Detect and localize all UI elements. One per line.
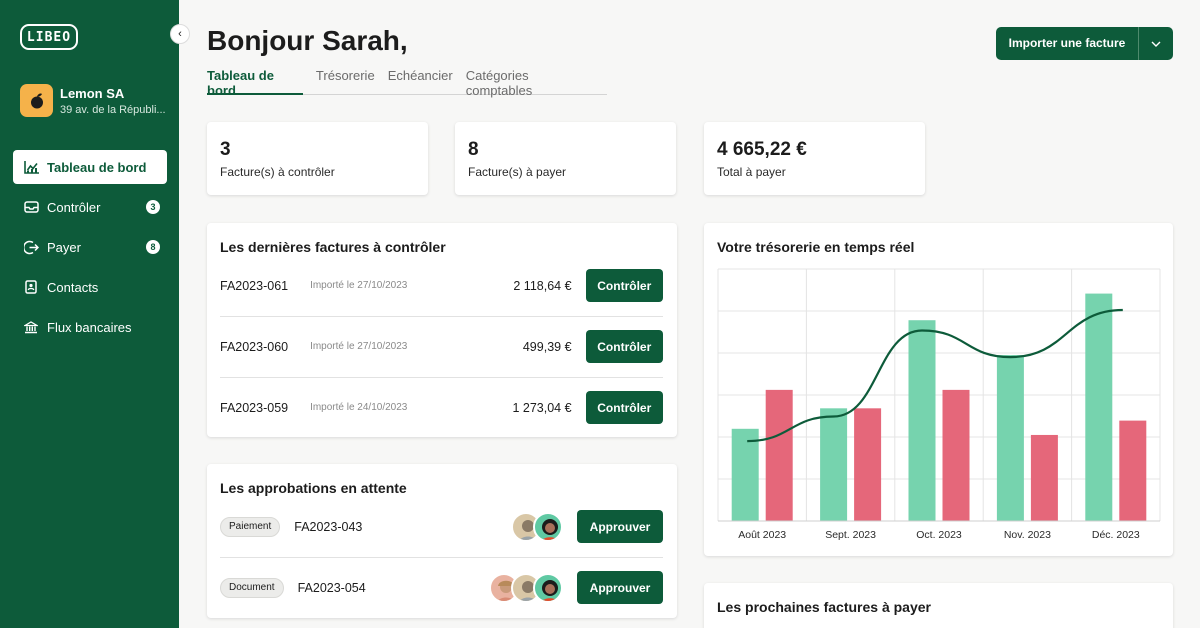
sidebar-item-label: Tableau de bord [47, 159, 147, 175]
tab-categories-comptables[interactable]: Catégories comptables [465, 68, 533, 98]
invoice-import-date: Importé le 27/10/2023 [310, 341, 408, 352]
tab-tableau-de-bord[interactable]: Tableau de bord [207, 68, 303, 98]
page-title: Bonjour Sarah, [207, 25, 408, 56]
chart-bar [854, 408, 882, 521]
sidebar-item-flux-bancaires[interactable]: Flux bancaires [13, 310, 167, 344]
invoice-row: FA2023-060 Importé le 27/10/2023 499,39 … [220, 316, 663, 377]
card-title: Les dernières factures à contrôler [220, 239, 446, 255]
contact-book-icon [23, 279, 39, 295]
sidebar-nav: Tableau de bord Contrôler 3 Payer 8 Cont… [13, 150, 167, 350]
chevron-left-icon: ‹ [178, 28, 182, 40]
approve-button[interactable]: Approuver [577, 571, 663, 604]
sidebar-item-tableau-de-bord[interactable]: Tableau de bord [13, 150, 167, 184]
sidebar-item-label: Contacts [47, 279, 99, 295]
company-address: 39 av. de la Républi... [60, 103, 166, 116]
treasury-chart[interactable]: Août 2023 Sept. 2023 Oct. 2023 Nov. 2023 Déc… [704, 223, 1173, 556]
card-title: Votre trésorerie en temps réel [717, 239, 915, 255]
chart-bar [731, 428, 759, 521]
sidebar-item-contacts[interactable]: Contacts [13, 270, 167, 304]
stat-label: Total à payer [717, 165, 786, 179]
invoice-import-date: Importé le 27/10/2023 [310, 280, 408, 291]
sidebar-item-label: Contrôler [47, 199, 101, 215]
pending-approvals-card: Les approbations en attente Paiement FA2… [207, 464, 677, 618]
invoice-amount: 1 273,04 € [512, 400, 572, 415]
stat-value: 4 665,22 € [717, 139, 807, 160]
dashboard-tabs: Tableau de bord Trésorerie Echéancier Ca… [207, 68, 607, 98]
x-tick-label: Sept. 2023 [825, 529, 876, 541]
x-tick-label: Oct. 2023 [916, 529, 962, 541]
invoice-number[interactable]: FA2023-061 [220, 278, 289, 293]
x-tick-label: Nov. 2023 [1004, 529, 1051, 541]
lemon-icon [20, 84, 53, 117]
avatar [533, 511, 563, 542]
stat-label: Facture(s) à payer [468, 165, 567, 179]
sidebar-item-label: Payer [47, 239, 81, 255]
approve-button[interactable]: Approuver [577, 510, 663, 543]
chart-bar [996, 355, 1024, 521]
chevron-down-icon[interactable] [1139, 41, 1173, 47]
approvers-avatars [511, 511, 563, 542]
upcoming-invoices-card: Les prochaines factures à payer [704, 583, 1173, 628]
chart-bar [765, 389, 793, 521]
card-title: Les prochaines factures à payer [717, 599, 931, 615]
chart-bar [1085, 293, 1113, 521]
stat-value: 8 [468, 139, 479, 160]
document-type-tag: Document [220, 577, 284, 598]
sidebar: LIBEO Lemon SA 39 av. de la Républi... T… [0, 0, 179, 628]
treasury-trend-line [747, 308, 1123, 443]
x-tick-label: Août 2023 [738, 529, 786, 541]
exit-arrow-icon [23, 239, 39, 255]
libeo-logo[interactable]: LIBEO [20, 24, 78, 50]
control-button[interactable]: Contrôler [585, 391, 663, 424]
import-invoice-label[interactable]: Importer une facture [996, 27, 1139, 60]
approval-row: Document FA2023-054 Approuver [220, 557, 663, 618]
invoice-row: FA2023-061 Importé le 27/10/2023 2 118,6… [220, 255, 663, 316]
stat-card-invoices-to-check[interactable]: 3 Facture(s) à contrôler [207, 122, 428, 195]
tab-echeancier[interactable]: Echéancier [387, 68, 453, 83]
count-badge: 8 [146, 240, 160, 254]
row-divider [220, 557, 663, 558]
card-title: Les approbations en attente [220, 480, 407, 496]
count-badge: 3 [146, 200, 160, 214]
invoice-row: FA2023-059 Importé le 24/10/2023 1 273,0… [220, 377, 663, 438]
invoice-number[interactable]: FA2023-054 [297, 580, 366, 595]
sidebar-item-controler[interactable]: Contrôler 3 [13, 190, 167, 224]
avatar [533, 572, 563, 603]
sidebar-item-label: Flux bancaires [47, 319, 132, 335]
collapse-sidebar-button[interactable]: ‹ [170, 24, 190, 44]
invoices-to-check-card: Les dernières factures à contrôler FA202… [207, 223, 677, 437]
control-button[interactable]: Contrôler [585, 330, 663, 363]
chart-icon [23, 159, 39, 175]
stat-card-invoices-to-pay[interactable]: 8 Facture(s) à payer [455, 122, 676, 195]
invoice-import-date: Importé le 24/10/2023 [310, 402, 408, 413]
bank-icon [23, 319, 39, 335]
row-divider [220, 316, 663, 317]
invoice-amount: 2 118,64 € [513, 278, 572, 293]
document-type-tag: Paiement [220, 516, 281, 537]
company-switcher[interactable]: Lemon SA 39 av. de la Républi... [20, 84, 166, 117]
x-tick-label: Déc. 2023 [1092, 529, 1140, 541]
sidebar-item-payer[interactable]: Payer 8 [13, 230, 167, 264]
chart-bar [1119, 420, 1147, 521]
row-divider [220, 377, 663, 378]
stat-label: Facture(s) à contrôler [220, 165, 335, 179]
import-invoice-button[interactable]: Importer une facture [996, 27, 1173, 60]
chart-bar [1030, 434, 1058, 521]
chart-bar [820, 408, 848, 521]
approval-row: Paiement FA2023-043 Approuver [220, 496, 663, 557]
invoice-number[interactable]: FA2023-043 [294, 519, 363, 534]
stat-card-total-to-pay[interactable]: 4 665,22 € Total à payer [704, 122, 925, 195]
invoice-amount: 499,39 € [522, 339, 572, 354]
chart-bar [942, 389, 970, 521]
treasury-chart-card: Votre trésorerie en temps réel Août 2023… [704, 223, 1173, 556]
inbox-icon [23, 199, 39, 215]
tab-tresorerie[interactable]: Trésorerie [315, 68, 375, 83]
invoice-number[interactable]: FA2023-059 [220, 400, 289, 415]
stat-value: 3 [220, 139, 231, 160]
invoice-number[interactable]: FA2023-060 [220, 339, 289, 354]
control-button[interactable]: Contrôler [585, 269, 663, 302]
company-name: Lemon SA [60, 85, 125, 101]
chart-bar [908, 320, 936, 521]
approvers-avatars [489, 572, 563, 603]
